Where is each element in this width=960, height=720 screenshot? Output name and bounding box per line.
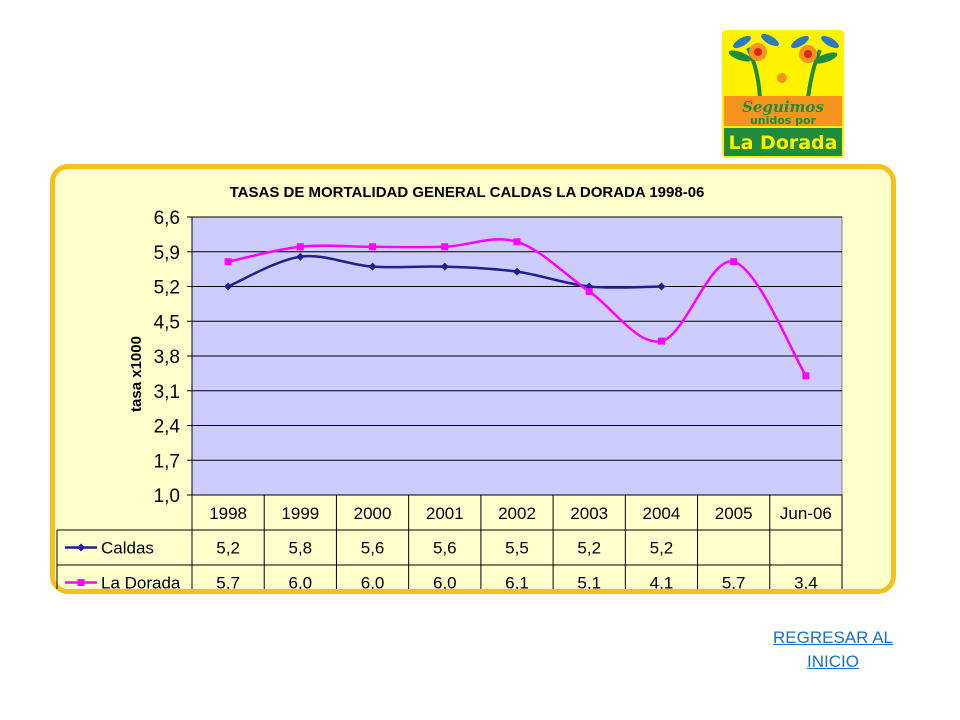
y-axis-label: tasa x1000 [128,336,145,412]
x-tick-label: Jun-06 [780,504,832,523]
x-tick-label: 2002 [498,504,536,523]
data-point [802,372,810,380]
y-tick-label: 1,0 [154,486,180,507]
legend-marker [77,579,85,586]
data-point [585,287,593,295]
legend-marker [77,543,85,552]
data-point [657,282,666,291]
mortality-chart: TASAS DE MORTALIDAD GENERAL CALDAS LA DO… [56,184,843,590]
la-dorada-logo: Seguimos unidos por La Dorada [722,30,844,158]
data-label: 6,0 [289,574,313,590]
y-axis: 1,0 1,7 2,4 3,1 3,8 4,5 5,2 5,9 6,6 [154,208,193,507]
return-link-line-2[interactable]: INICIO [807,652,859,671]
chart-title: TASAS DE MORTALIDAD GENERAL CALDAS LA DO… [230,184,705,201]
data-label: 6,0 [361,574,385,590]
data-label: 5,2 [216,539,240,558]
y-tick-label: 5,2 [154,278,180,299]
x-tick-label: 2005 [715,504,753,523]
chart-frame: TASAS DE MORTALIDAD GENERAL CALDAS LA DO… [50,164,896,594]
data-point [224,258,232,266]
legend-label: Caldas [101,539,154,558]
data-point [440,262,449,271]
x-tick-label: 2004 [643,504,681,523]
y-tick-label: 3,1 [154,382,180,403]
data-point [730,258,738,266]
x-tick-label: 1999 [281,504,319,523]
return-home-link[interactable]: REGRESAR AL INICIO [756,626,910,674]
y-tick-label: 6,6 [154,208,180,229]
x-tick-label: 2003 [570,504,608,523]
data-label: 5,8 [289,539,313,558]
x-tick-label: 2000 [354,504,392,523]
data-label: 5,2 [577,539,601,558]
series-line-1 [227,238,807,377]
data-label: 5,6 [361,539,385,558]
y-tick-label: 4,5 [154,312,180,333]
svg-text:Seguimos: Seguimos [742,98,824,116]
data-point [441,243,449,251]
data-point [369,243,377,251]
y-tick-label: 2,4 [154,417,181,438]
data-label: 6,1 [505,574,529,590]
data-point [296,252,305,261]
legend-label: La Dorada [101,574,181,590]
svg-text:unidos por: unidos por [750,114,817,127]
data-label: 5,2 [650,539,674,558]
y-tick-label: 3,8 [154,347,180,368]
data-point [296,243,304,251]
data-label: 5,7 [722,574,746,590]
data-label: 4,1 [650,574,674,590]
y-tick-label: 1,7 [154,451,180,472]
data-label: 5,6 [433,539,457,558]
data-point [513,238,521,246]
data-label: 6,0 [433,574,457,590]
data-table: 1998 1999 2000 2001 2002 2003 2004 2005 Jun-06 Ca… [56,495,843,590]
data-point [513,267,521,276]
svg-text:La Dorada: La Dorada [729,132,838,154]
data-point [224,282,233,291]
data-point [657,337,665,345]
data-label: 5,7 [216,574,240,590]
series-lines [224,238,810,380]
data-label: 3,4 [794,574,818,590]
x-tick-label: 2001 [426,504,464,523]
data-label: 5,5 [505,539,529,558]
data-point [368,262,377,271]
data-label: 5,1 [577,574,601,590]
x-tick-label: 1998 [209,504,247,523]
return-link-line-1[interactable]: REGRESAR AL [773,628,893,647]
grid-lines [192,216,842,496]
y-tick-label: 5,9 [154,243,180,264]
